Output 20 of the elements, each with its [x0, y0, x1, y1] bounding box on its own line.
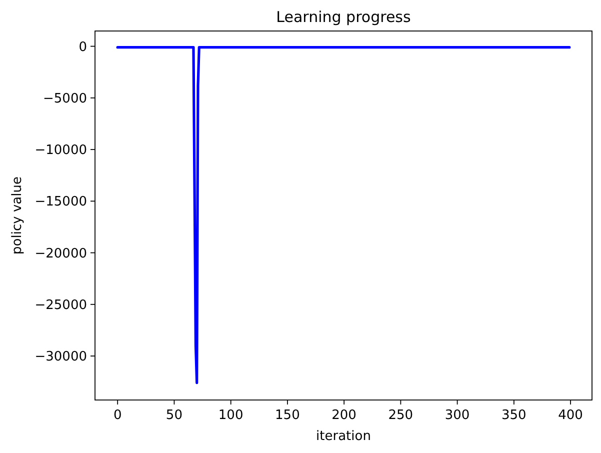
x-tick-label: 300 [444, 408, 470, 423]
x-tick-label: 200 [332, 408, 356, 423]
x-tick-label: 150 [275, 408, 300, 423]
y-axis-title: policy value [10, 176, 25, 254]
y-tick-label: −25000 [34, 298, 87, 313]
y-tick-label: 0 [78, 40, 87, 55]
x-axis-title: iteration [316, 429, 371, 444]
x-tick-label: 400 [558, 408, 583, 423]
y-tick-label: −10000 [34, 143, 87, 158]
y-tick-label: −15000 [34, 194, 87, 210]
x-tick-label: 50 [166, 408, 182, 423]
y-tick-label: −5000 [43, 91, 87, 106]
y-tick-label: −20000 [34, 246, 87, 262]
y-tick-label: −30000 [34, 350, 87, 365]
x-tick-label: 250 [388, 408, 414, 423]
chart-title: Learning progress [276, 8, 411, 26]
x-tick-label: 100 [218, 408, 244, 423]
x-tick-label: 0 [113, 408, 122, 423]
x-tick-label: 350 [502, 408, 526, 423]
line-series [116, 46, 571, 384]
